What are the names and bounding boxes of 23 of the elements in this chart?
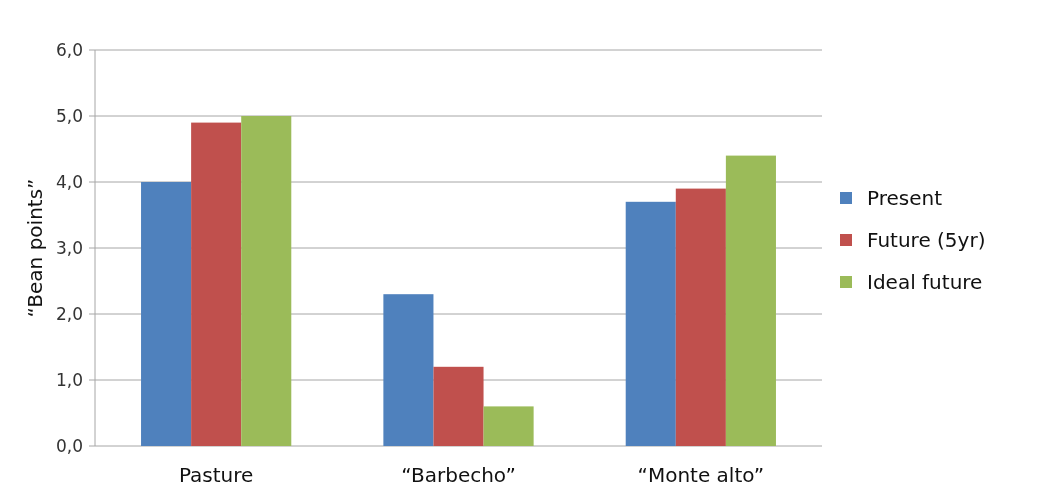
legend-label: Ideal future [867, 270, 983, 294]
bar [483, 406, 534, 446]
y-axis-title: “Bean points” [23, 178, 47, 318]
bar [191, 122, 242, 446]
bar [725, 155, 776, 446]
y-tick-label: 6,0 [55, 39, 83, 60]
y-tick-label: 2,0 [55, 303, 83, 324]
bar [625, 201, 676, 446]
y-tick-label: 0,0 [55, 435, 83, 456]
y-tick-label: 1,0 [55, 369, 83, 390]
y-tick-label: 4,0 [55, 171, 83, 192]
bar [433, 366, 484, 446]
y-tick-label: 5,0 [55, 105, 83, 126]
legend-label: Present [867, 186, 943, 210]
x-tick-label: “Barbecho” [401, 463, 516, 487]
legend-label: Future (5yr) [867, 228, 986, 252]
y-tick-label: 3,0 [55, 237, 83, 258]
bar [675, 188, 726, 446]
bar [241, 116, 292, 446]
bar [141, 182, 192, 446]
bar [383, 294, 434, 446]
x-tick-label: Pasture [178, 463, 254, 487]
x-tick-label: “Monte alto” [637, 463, 765, 487]
